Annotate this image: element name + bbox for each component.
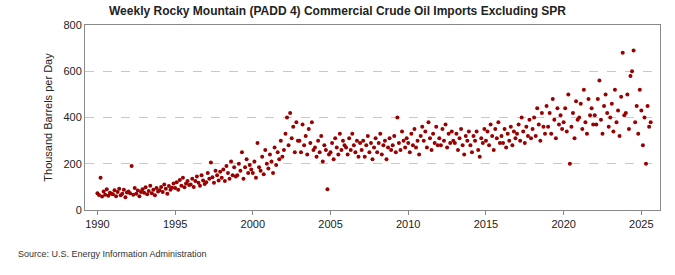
svg-text:2005: 2005: [318, 218, 342, 230]
svg-text:200: 200: [63, 158, 81, 170]
svg-text:2020: 2020: [551, 218, 575, 230]
svg-text:2015: 2015: [474, 218, 498, 230]
svg-text:2010: 2010: [396, 218, 420, 230]
svg-text:2000: 2000: [241, 218, 265, 230]
svg-text:800: 800: [63, 19, 81, 31]
svg-text:Weekly Rocky Mountain (PADD 4): Weekly Rocky Mountain (PADD 4) Commercia…: [109, 4, 566, 18]
svg-text:1995: 1995: [163, 218, 187, 230]
svg-text:1990: 1990: [85, 218, 109, 230]
svg-text:400: 400: [63, 111, 81, 123]
svg-text:600: 600: [63, 65, 81, 77]
svg-text:2025: 2025: [629, 218, 653, 230]
svg-text:0: 0: [76, 204, 82, 216]
svg-text:Source: U.S. Energy Informatio: Source: U.S. Energy Information Administ…: [18, 249, 207, 259]
svg-text:Thousand Barrels per Day: Thousand Barrels per Day: [42, 53, 54, 182]
